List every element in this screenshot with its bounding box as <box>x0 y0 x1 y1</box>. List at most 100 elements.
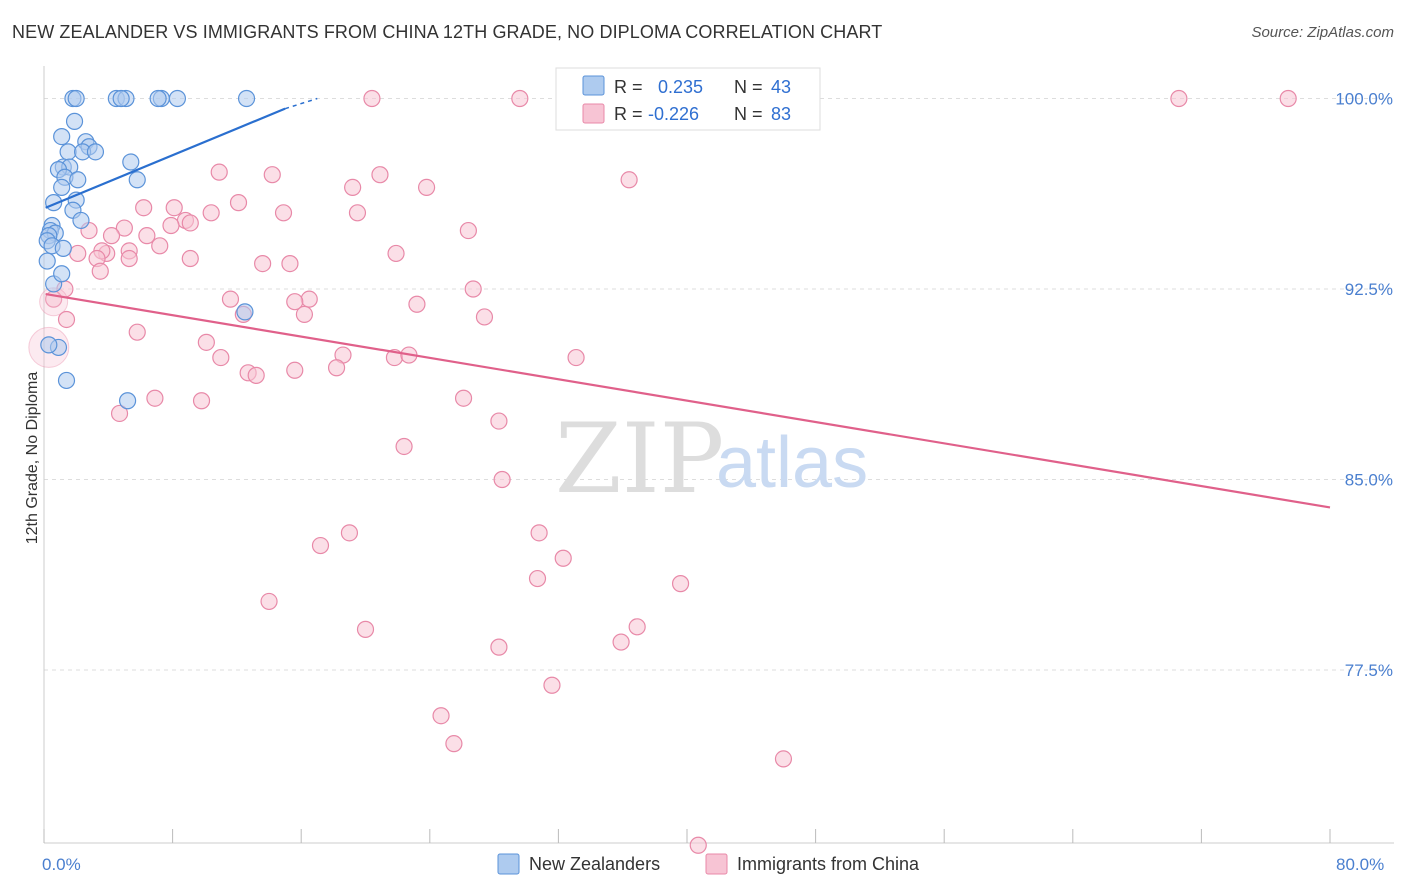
new-zealanders-point <box>65 112 84 130</box>
immigrants-from-china-point <box>327 359 346 377</box>
immigrants-from-china-point <box>146 389 164 407</box>
legend-r-label-2: R = <box>614 104 643 124</box>
immigrants-from-china-point <box>210 163 228 181</box>
immigrants-from-china-point <box>356 620 375 638</box>
immigrants-from-china-point <box>628 618 646 636</box>
immigrants-from-china-point <box>263 166 281 184</box>
immigrants-from-china-point <box>254 255 272 273</box>
immigrants-from-china-point <box>528 569 547 588</box>
trend-lines <box>45 97 1331 509</box>
x-tick-labels: 0.0% 80.0% <box>42 855 1384 874</box>
new-zealanders-point <box>122 153 140 171</box>
immigrants-from-china-point <box>1170 89 1188 108</box>
immigrants-from-china-point <box>274 204 293 222</box>
immigrants-from-china-point <box>490 412 508 430</box>
immigrants-from-china-point <box>432 707 450 725</box>
immigrants-from-china-point <box>344 178 362 196</box>
immigrants-from-china-point <box>689 836 707 854</box>
bottom-legend-label-pink: Immigrants from China <box>737 854 920 874</box>
new-zealanders-point <box>112 89 130 108</box>
immigrants-from-china-point <box>459 221 477 240</box>
new-zealanders-point <box>128 171 146 189</box>
immigrants-from-china-point <box>165 199 183 217</box>
y-tick-label-3: 77.5% <box>1345 661 1393 680</box>
immigrants-from-china-point <box>774 750 793 768</box>
immigrants-from-china-point <box>311 536 330 555</box>
new-zealanders-point <box>57 371 76 390</box>
y-tick-label-0: 100.0% <box>1335 90 1393 109</box>
trend-line-immigrants-from-china <box>45 292 1331 509</box>
immigrants-from-china-point <box>445 735 463 753</box>
bottom-legend-swatch-pink <box>705 853 728 875</box>
immigrants-from-china-point <box>91 262 109 280</box>
immigrants-from-china-point <box>128 323 146 341</box>
new-zealanders-point <box>40 336 58 354</box>
grid-lines <box>44 98 1390 671</box>
new-zealanders-point <box>118 392 137 410</box>
immigrants-from-china-point <box>554 549 572 567</box>
immigrants-from-china-point <box>464 280 482 298</box>
correlation-legend: R = 0.235 N = 43 R = -0.226 N = 83 <box>555 67 821 131</box>
new-zealanders-point <box>38 252 56 270</box>
immigrants-from-china-point <box>102 227 121 245</box>
immigrants-from-china-point <box>212 348 230 367</box>
new-zealanders-point <box>236 303 254 321</box>
immigrants-from-china-point <box>247 366 265 384</box>
new-zealanders-point <box>149 89 167 108</box>
immigrants-from-china-point <box>181 249 199 268</box>
y-axis-label: 12th Grade, No Diploma <box>24 372 41 545</box>
immigrants-from-china-point <box>395 437 413 456</box>
immigrants-from-china-point <box>543 676 561 694</box>
trend-line-new-zealanders-extension <box>284 97 318 110</box>
new-zealanders-point <box>72 211 90 230</box>
immigrants-from-china-point <box>1279 89 1297 108</box>
legend-n-label-1: N = <box>734 77 763 97</box>
immigrants-from-china-point <box>229 194 248 212</box>
immigrants-from-china-point <box>530 524 548 542</box>
bottom-legend-label-blue: New Zealanders <box>529 854 660 874</box>
immigrants-from-china-point <box>69 244 87 263</box>
immigrants-from-china-point <box>286 293 304 311</box>
new-zealanders-point <box>69 171 87 189</box>
watermark-atlas: atlas <box>716 423 868 503</box>
immigrants-from-china-point <box>620 171 638 189</box>
immigrants-from-china-point <box>115 219 133 237</box>
immigrants-from-china-point <box>511 89 529 108</box>
immigrants-from-china-point <box>490 638 508 656</box>
immigrants-from-china-point <box>348 204 367 222</box>
bottom-legend-swatch-blue <box>497 853 520 875</box>
new-zealanders-point <box>53 178 71 196</box>
immigrants-from-china-point <box>612 633 630 651</box>
immigrants-from-china-point <box>475 308 494 326</box>
immigrants-from-china-point <box>110 404 129 423</box>
immigrants-from-china-point <box>135 199 153 217</box>
legend-n-label-2: N = <box>734 104 763 124</box>
legend-r-value-1: 0.235 <box>658 77 703 97</box>
immigrants-from-china-point <box>671 575 690 593</box>
new-zealanders-point <box>59 143 77 161</box>
chart-title: NEW ZEALANDER VS IMMIGRANTS FROM CHINA 1… <box>12 22 883 42</box>
immigrants-from-china-point <box>197 333 215 351</box>
x-tick-min: 0.0% <box>42 855 81 874</box>
immigrants-from-china-point <box>221 290 240 308</box>
immigrants-from-china-point <box>286 361 304 379</box>
immigrants-from-china-point <box>493 470 511 489</box>
immigrants-from-china-point <box>363 89 381 108</box>
new-zealanders-point <box>86 143 105 161</box>
source-label: Source: ZipAtlas.com <box>1251 24 1394 41</box>
trend-line-new-zealanders <box>45 107 286 209</box>
immigrants-from-china-point <box>340 524 359 542</box>
immigrants-from-china-point <box>417 178 436 196</box>
new-zealanders-point <box>237 89 256 108</box>
legend-r-label-1: R = <box>614 77 643 97</box>
legend-swatch-blue <box>582 75 605 96</box>
immigrants-from-china-point <box>192 392 211 410</box>
legend-swatch-pink <box>582 103 605 124</box>
watermark-zip: ZIP <box>555 403 724 515</box>
new-zealanders-point <box>53 128 71 146</box>
y-tick-labels: 100.0% 92.5% 85.0% 77.5% <box>1335 90 1393 681</box>
new-zealanders-point <box>54 239 72 257</box>
new-zealanders-point <box>168 89 187 108</box>
legend-r-value-2: -0.226 <box>648 104 699 124</box>
immigrants-from-china-point <box>57 310 76 329</box>
